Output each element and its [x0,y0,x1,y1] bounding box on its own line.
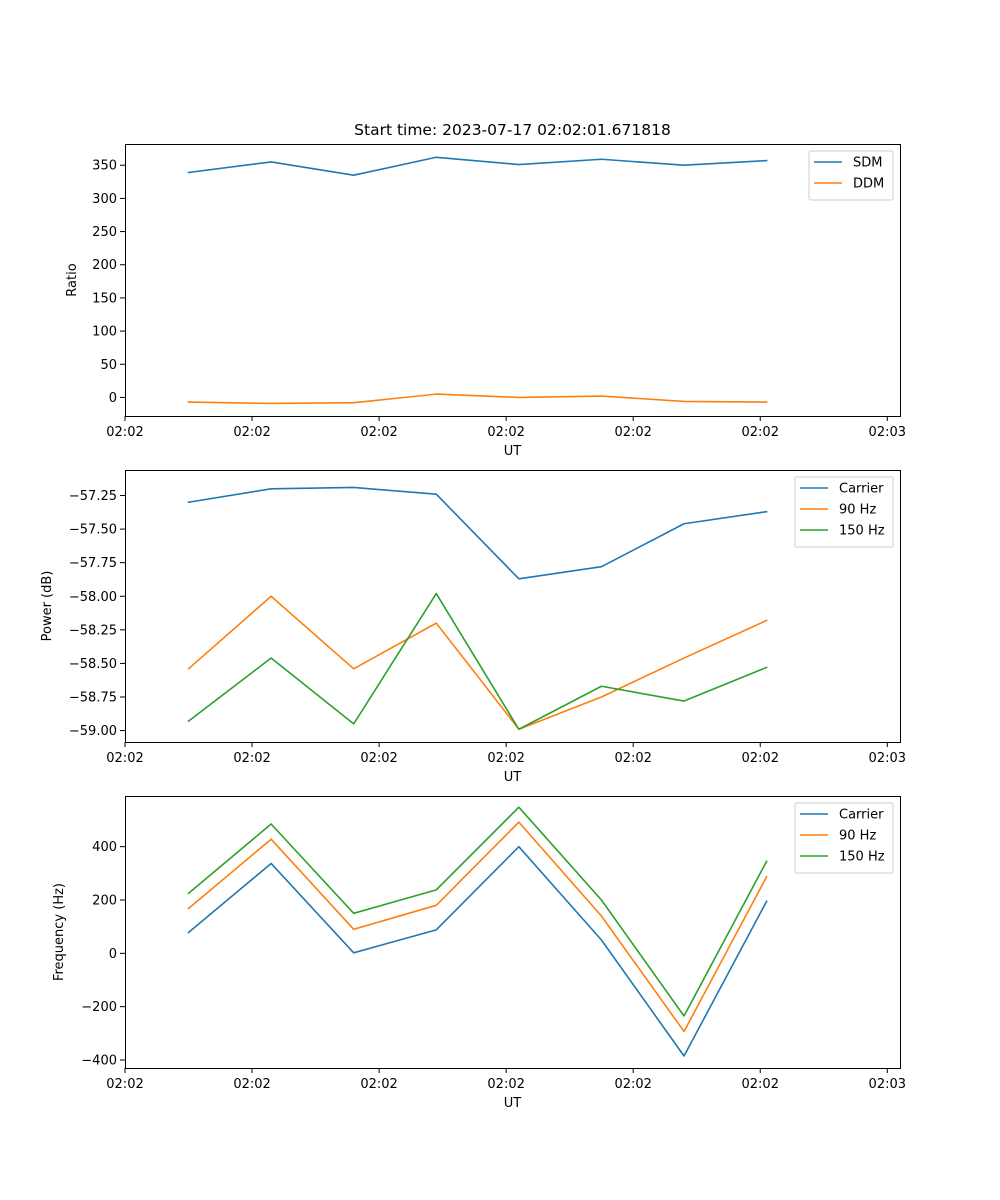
x-tick-label: 02:03 [869,751,906,766]
y-tick-label: 200 [92,258,117,273]
y-tick-label: −400 [81,1054,117,1069]
y-tick-label: 250 [92,225,117,240]
legend: Carrier 90 Hz 150 Hz [794,802,894,874]
y-tick-label: 150 [92,291,117,306]
series-line-sdm [187,156,768,176]
x-tick-label: 02:02 [360,1077,397,1092]
x-tick-label: 02:02 [487,1077,524,1092]
y-tick-label: 300 [92,192,117,207]
y-axis-label: Power (dB) [40,571,55,642]
legend-label: 150 Hz [839,850,885,865]
subplot-2: 02:02 02:02 02:02 02:02 02:02 02:02 02:03 −59.0… [40,470,906,785]
chart-title: Start time: 2023-07-17 02:02:01.671818 [354,121,671,139]
y-tick-label: 50 [100,358,117,373]
axes-frame [125,796,901,1069]
subplot-1: 02:02 02:02 02:02 02:02 02:02 02:02 02:03 0 50 10… [65,121,906,459]
x-axis-label: UT [504,1096,522,1111]
legend-label: SDM [853,156,882,171]
x-tick-label: 02:02 [360,751,397,766]
y-tick-label: 350 [92,159,117,174]
y-tick-label: −57.75 [69,556,117,571]
series-line-90-hz [187,595,768,731]
x-tick-label: 02:02 [742,1077,779,1092]
x-tick-label: 02:02 [233,425,270,440]
y-tick-label: −57.25 [69,489,117,504]
legend-label: Carrier [839,808,884,823]
x-tick-label: 02:02 [487,751,524,766]
subplot-3: 02:02 02:02 02:02 02:02 02:02 02:02 02:03 −400 −… [52,796,906,1111]
x-axis-label: UT [504,444,522,459]
y-tick-label: 400 [92,840,117,855]
legend-label: 90 Hz [839,829,876,844]
x-tick-label: 02:02 [360,425,397,440]
x-tick-label: 02:02 [106,1077,143,1092]
x-tick-label: 02:02 [614,1077,651,1092]
y-tick-label: 100 [92,325,117,340]
y-tick-label: −59.00 [69,724,117,739]
y-tick-label: −57.50 [69,523,117,538]
series-line-90-hz [187,821,768,1033]
x-tick-label: 02:02 [614,425,651,440]
x-tick-label: 02:02 [233,1077,270,1092]
legend: SDM DDM [808,150,894,201]
x-tick-label: 02:02 [614,751,651,766]
x-tick-label: 02:02 [106,751,143,766]
y-tick-label: −58.50 [69,657,117,672]
legend-label: Carrier [839,482,884,497]
y-tick-label: 0 [109,391,117,406]
series-line-150-hz [187,592,768,731]
y-tick-label: −200 [81,1000,117,1015]
legend-box [808,150,894,201]
x-tick-label: 02:02 [742,425,779,440]
series-line-carrier [187,845,768,1057]
series-line-carrier [187,486,768,580]
x-tick-label: 02:02 [742,751,779,766]
axes-frame [125,144,901,417]
y-tick-label: −58.00 [69,590,117,605]
y-tick-label: −58.75 [69,691,117,706]
axes-frame [125,470,901,743]
series-line-150-hz [187,806,768,1017]
series-line-ddm [187,393,768,405]
legend-label: 90 Hz [839,503,876,518]
x-axis-label: UT [504,770,522,785]
legend-label: DDM [853,177,884,192]
y-axis-label: Frequency (Hz) [52,883,67,981]
x-tick-label: 02:03 [869,425,906,440]
y-tick-label: 0 [109,947,117,962]
y-tick-label: −58.25 [69,623,117,638]
x-tick-label: 02:02 [487,425,524,440]
x-tick-label: 02:02 [106,425,143,440]
y-axis-label: Ratio [65,263,80,296]
legend: Carrier 90 Hz 150 Hz [794,476,894,548]
legend-label: 150 Hz [839,524,885,539]
y-tick-label: 200 [92,894,117,909]
x-tick-label: 02:03 [869,1077,906,1092]
x-tick-label: 02:02 [233,751,270,766]
